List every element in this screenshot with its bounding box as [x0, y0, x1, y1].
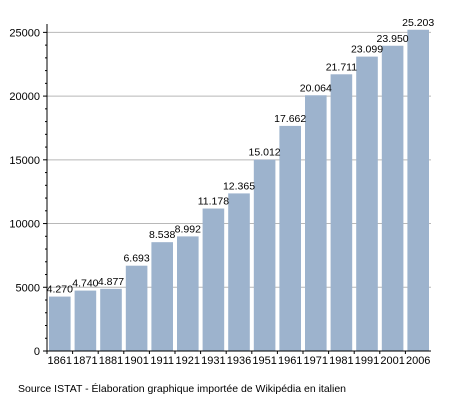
y-tick-label: 15000	[9, 155, 40, 167]
bar-2006	[407, 29, 429, 352]
x-tick-label: 1911	[150, 355, 174, 367]
bar-value-label: 4.270	[47, 284, 73, 296]
bar-value-label: 23.950	[377, 33, 409, 45]
bar-1901	[125, 265, 148, 351]
bar-value-label: 25.203	[402, 17, 434, 29]
bar-1951	[253, 159, 276, 351]
x-tick-label: 1861	[48, 355, 72, 367]
x-tick-label: 1931	[201, 355, 225, 367]
axis-layer	[43, 24, 431, 354]
x-tick-label: 1901	[124, 355, 148, 367]
bar-1911	[151, 242, 173, 351]
bar-value-label: 20.064	[300, 82, 332, 94]
bar-value-label: 8.538	[149, 229, 175, 241]
x-tick-label: 1991	[355, 355, 379, 367]
bar-1961	[279, 125, 301, 351]
bar-value-label: 4.740	[72, 278, 98, 290]
x-tick-label: 1971	[304, 355, 328, 367]
bar-1971	[305, 95, 327, 352]
bar-1981	[330, 74, 353, 352]
bar-value-label: 8.992	[175, 223, 201, 235]
y-tick-label: 0	[34, 346, 40, 358]
bar-1881	[100, 288, 122, 351]
x-tick-label: 1936	[227, 355, 251, 367]
bar-value-label: 21.711	[326, 61, 357, 73]
bar-value-label: 17.662	[274, 113, 306, 125]
bar-value-label: 23.099	[351, 44, 383, 56]
source-caption: Source ISTAT - Élaboration graphique imp…	[18, 382, 346, 395]
bar-1936	[228, 193, 250, 351]
bar-value-label: 4.877	[98, 276, 124, 288]
bar-2001	[381, 45, 404, 351]
bar-value-label: 12.365	[223, 180, 255, 192]
bar-value-label: 6.693	[123, 253, 149, 265]
bars-layer	[49, 29, 429, 352]
bar-1991	[356, 56, 378, 351]
x-tick-label: 1881	[99, 355, 123, 367]
y-tick-label: 20000	[9, 91, 40, 103]
bar-value-label: 11.178	[198, 196, 229, 208]
labels-layer: 0 5000 10000 15000 20000 25000 4.270 1861 4.740 1…	[9, 17, 434, 367]
bar-1931	[202, 208, 225, 351]
bar-value-label: 15.012	[249, 147, 281, 159]
bar-1871	[74, 290, 97, 351]
x-tick-label: 1981	[329, 355, 353, 367]
x-tick-label: 1921	[176, 355, 200, 367]
x-tick-label: 1871	[73, 355, 97, 367]
x-tick-label: 2006	[406, 355, 430, 367]
y-tick-label: 25000	[9, 27, 40, 39]
x-tick-label: 1951	[252, 355, 276, 367]
x-tick-label: 2001	[380, 355, 404, 367]
y-tick-label: 10000	[9, 219, 40, 231]
y-tick-label: 5000	[16, 282, 40, 294]
bar-1921	[177, 236, 199, 351]
x-tick-label: 1961	[278, 355, 302, 367]
bar-1861	[49, 296, 71, 351]
